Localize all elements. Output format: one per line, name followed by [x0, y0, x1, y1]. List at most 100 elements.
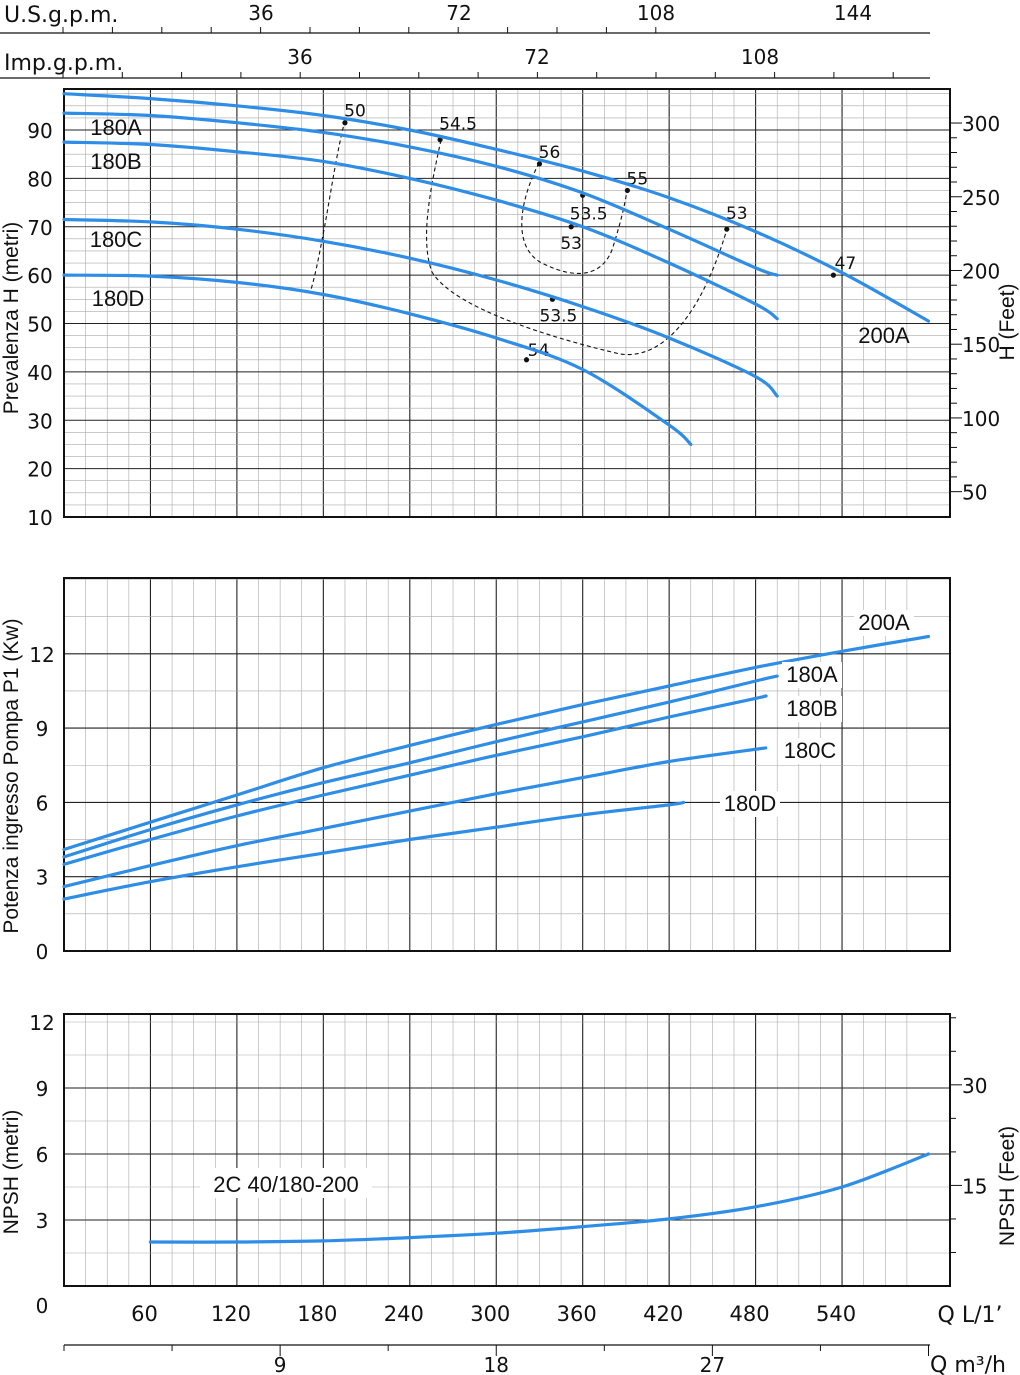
imp-gpm-label: Imp.g.p.m. — [4, 51, 123, 76]
top-axes: U.S.g.p.m. 36 72 108 144 Imp.g.p.m. 36 72 108 — [0, 1, 930, 79]
head-y2-tick-label: 50 — [962, 481, 987, 505]
head-curve-label: 200A — [858, 323, 910, 348]
head-feet-axis: 50 100 150 200 250 300 — [950, 112, 1000, 505]
efficiency-point-label: 50 — [344, 102, 366, 122]
power-curve-label: 180B — [786, 696, 837, 721]
power-label-bg — [782, 696, 842, 722]
power-curve-label: 200A — [858, 610, 910, 635]
npsh-y-axis-label: NPSH (metri) — [0, 1110, 23, 1235]
head-y2-tick-label: 250 — [962, 186, 1000, 210]
efficiency-loop-56 — [521, 162, 628, 274]
power-label-bg — [782, 662, 842, 688]
npsh-curve — [148, 1152, 931, 1244]
efficiency-point-label: 53 — [726, 204, 748, 224]
power-y-tick-label: 12 — [29, 643, 54, 667]
head-curve-200a — [62, 92, 931, 323]
head-y2-axis-label: H (Feet) — [996, 283, 1019, 360]
efficiency-point-label: 54.5 — [439, 115, 477, 135]
us-gpm-tick-label: 144 — [834, 1, 872, 25]
efficiency-point — [568, 224, 574, 230]
npsh-chart-grid — [63, 1013, 951, 1287]
imp-gpm-tick-label: 72 — [524, 45, 549, 69]
npsh-y-tick-label: 9 — [36, 1077, 49, 1101]
head-curve-180a — [62, 111, 779, 277]
head-y-tick-label: 90 — [27, 119, 52, 143]
npsh-annotation-bg — [200, 1168, 372, 1198]
efficiency-point — [342, 120, 348, 126]
us-gpm-tick-label: 72 — [446, 1, 471, 25]
x-tick-label: 240 — [384, 1302, 424, 1326]
head-y-tick-label: 70 — [27, 216, 52, 240]
npsh-curves: 2C 40/180-200 — [148, 1152, 931, 1244]
x2-tick-label: 27 — [700, 1353, 725, 1375]
efficiency-point — [624, 187, 630, 194]
head-y-tick-label: 20 — [27, 458, 52, 482]
power-label-bg — [854, 610, 914, 636]
power-label-bg — [720, 791, 780, 817]
power-curve-200a — [62, 634, 931, 852]
head-curves: 200A 180A 180B 180C 180D — [62, 92, 931, 446]
head-curve-180b — [62, 140, 779, 321]
head-y2-tick-label: 100 — [962, 407, 1000, 431]
power-y-tick-label: 0 — [36, 940, 49, 964]
x2-tick-label: 18 — [484, 1353, 509, 1375]
npsh-chart-frame — [63, 1013, 951, 1287]
power-y-tick-label: 3 — [36, 866, 49, 890]
x-axis: 60 120 180 240 300 360 420 480 540 Q L/1’ 9 18 27 Q m… — [63, 1302, 1006, 1375]
head-y-tick-label: 40 — [27, 361, 52, 385]
npsh-y-tick-label: 0 — [36, 1294, 49, 1318]
power-y-axis-label: Potenza ingresso Pompa P1 (Kw) — [0, 618, 23, 933]
x-tick-label: 420 — [643, 1302, 683, 1326]
head-curve-180d — [62, 273, 693, 446]
npsh-y-tick-label: 3 — [36, 1209, 49, 1233]
head-curve-label: 180B — [90, 149, 141, 174]
head-curve-180c — [62, 217, 779, 398]
efficiency-point — [724, 226, 730, 232]
us-gpm-label: U.S.g.p.m. — [4, 3, 118, 28]
power-curves: 200A 180A 180B 180C 180D — [62, 610, 931, 901]
efficiency-point-label: 47 — [835, 254, 857, 274]
head-chart-frame — [63, 88, 951, 518]
efficiency-point-label: 53.5 — [540, 306, 578, 326]
head-y-tick-label: 80 — [27, 167, 52, 191]
head-y2-tick-label: 200 — [962, 259, 1000, 283]
npsh-y2-tick-label: 15 — [962, 1174, 987, 1198]
power-curve-180b — [62, 694, 768, 866]
head-y2-tick-label: 150 — [962, 333, 1000, 357]
imp-gpm-tick-label: 36 — [287, 45, 312, 69]
power-chart-grid — [63, 577, 951, 952]
head-curve-label: 180C — [90, 227, 143, 252]
npsh-y2-axis-label: NPSH (Feet) — [996, 1126, 1019, 1246]
head-curve-label: 180D — [92, 286, 145, 311]
head-y-tick-label: 50 — [27, 313, 52, 337]
efficiency-point — [523, 357, 530, 363]
power-curve-label: 180D — [724, 791, 777, 816]
efficiency-point-label: 56 — [539, 143, 561, 163]
npsh-y-tick-label: 6 — [36, 1143, 49, 1167]
x-tick-label: 180 — [297, 1302, 337, 1326]
us-gpm-tick-label: 36 — [248, 1, 273, 25]
power-curve-180c — [62, 746, 768, 889]
power-curve-label: 180A — [786, 662, 838, 687]
efficiency-point-label: 53.5 — [570, 204, 608, 224]
head-y2-tick-label: 300 — [962, 112, 1000, 136]
efficiency-point — [830, 272, 837, 278]
x-tick-label: 300 — [470, 1302, 510, 1326]
head-y-tick-label: 10 — [27, 506, 52, 530]
power-curve-label: 180C — [784, 738, 837, 763]
head-y-tick-label: 60 — [27, 264, 52, 288]
x2-axis-label: Q m³/h — [930, 1353, 1006, 1375]
npsh-annotation: 2C 40/180-200 — [213, 1172, 359, 1197]
head-curve-label: 180A — [90, 115, 142, 140]
us-gpm-tick-label: 108 — [637, 1, 675, 25]
efficiency-point — [437, 137, 443, 143]
x-tick-label: 360 — [557, 1302, 597, 1326]
efficiency-loop-54-5 — [426, 139, 728, 356]
imp-gpm-tick-label: 108 — [741, 45, 779, 69]
head-y-tick-label: 30 — [27, 409, 52, 433]
x2-tick-label: 9 — [274, 1353, 287, 1375]
efficiency-line-50 — [309, 119, 346, 294]
head-y-axis-label: Prevalenza H (metri) — [0, 222, 23, 415]
power-curve-180a — [62, 674, 779, 859]
